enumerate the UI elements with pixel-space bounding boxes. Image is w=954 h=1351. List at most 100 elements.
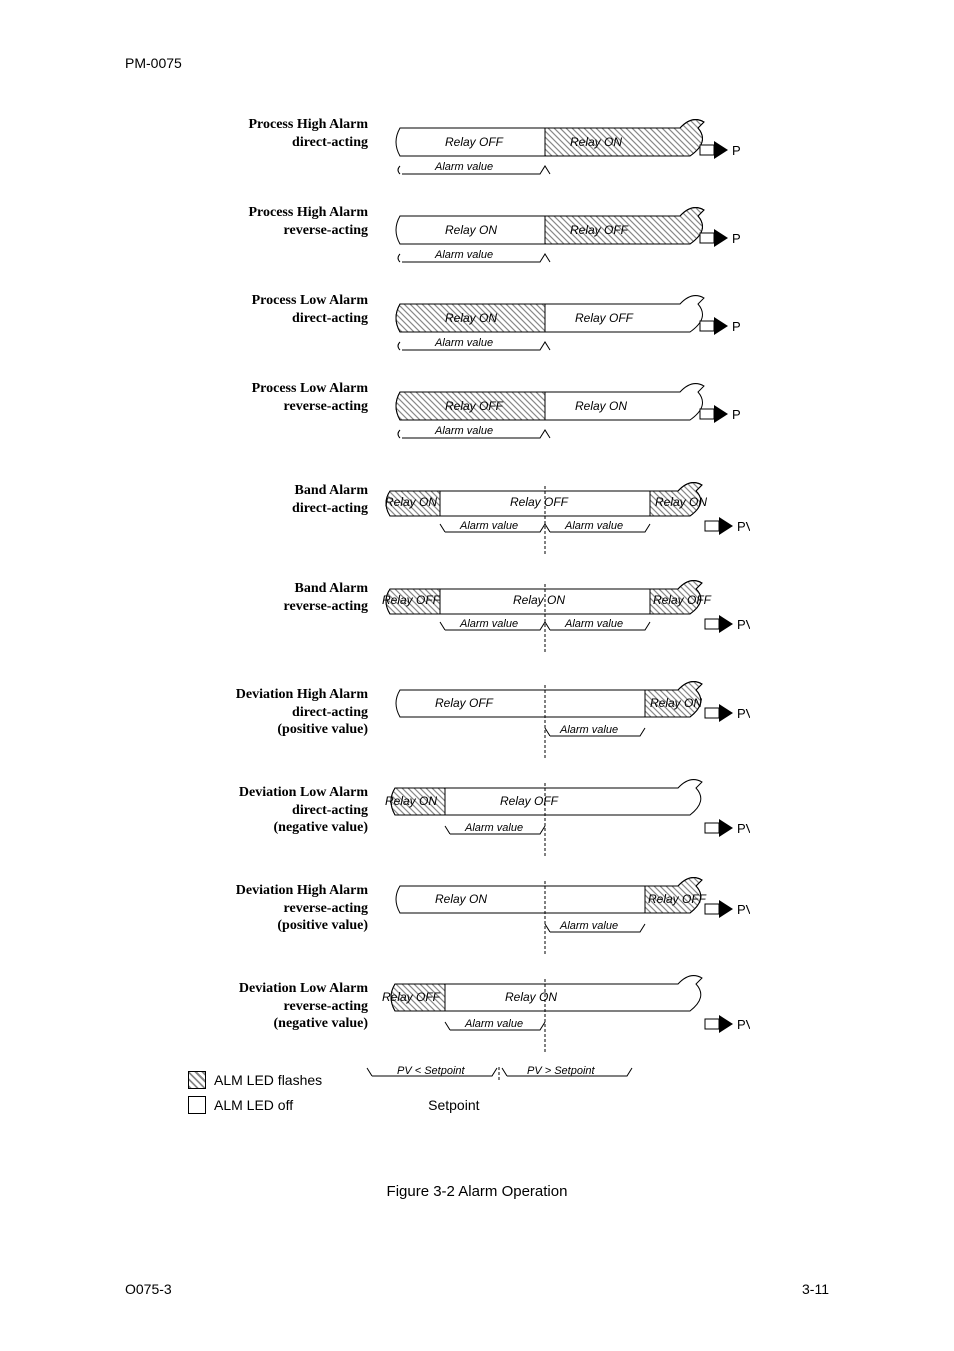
row-title-1: Deviation Low Alarm xyxy=(239,785,368,800)
legend-off: ALM LED off Setpoint xyxy=(180,1096,750,1114)
alarm-value-label: Alarm value xyxy=(434,161,493,173)
legend-off-text: ALM LED off xyxy=(214,1097,293,1113)
row-title-1: Deviation High Alarm xyxy=(236,883,368,898)
row-title-1: Process High Alarm xyxy=(248,205,368,220)
pv-label: PV xyxy=(737,902,750,917)
row-band-reverse: Band Alarm reverse-acting Relay OFF Rela… xyxy=(180,574,750,654)
row-dev-low-direct: Deviation Low Alarm direct-acting (negat… xyxy=(180,778,750,858)
row-title-2: direct-acting xyxy=(292,135,368,150)
relay-on-label: Relay ON xyxy=(575,399,627,413)
row-title-3: (positive value) xyxy=(277,722,368,737)
relay-off-label: Relay OFF xyxy=(570,223,629,237)
relay-off-label: Relay OFF xyxy=(382,990,441,1004)
legend-hatched-box xyxy=(188,1071,206,1089)
pv-label: PV xyxy=(737,1017,750,1032)
alarm-value-label: Alarm value xyxy=(459,618,518,630)
footer-left: O075-3 xyxy=(125,1281,172,1297)
row-process-low-direct: Process Low Alarm direct-acting Relay ON… xyxy=(180,286,750,356)
alarm-value-label: Alarm value xyxy=(464,1018,523,1030)
relay-on-label: Relay ON xyxy=(385,794,437,808)
legend-flashes-text: ALM LED flashes xyxy=(214,1072,322,1088)
row-title-1: Band Alarm xyxy=(294,483,368,498)
row-band-direct: Band Alarm direct-acting Relay ON Relay … xyxy=(180,476,750,556)
row-title-2: reverse-acting xyxy=(284,599,368,614)
relay-on-label: Relay ON xyxy=(505,990,557,1004)
pv-label: PV xyxy=(737,821,750,836)
pv-lt-sp: PV < Setpoint xyxy=(397,1066,466,1077)
row-title-2: direct-acting xyxy=(292,501,368,516)
pv-label: PV xyxy=(732,231,740,246)
row-title-1: Process Low Alarm xyxy=(252,293,368,308)
legend-plain-box xyxy=(188,1096,206,1114)
row-title-2: reverse-acting xyxy=(284,901,368,916)
alarm-value-label: Alarm value xyxy=(459,520,518,532)
relay-off-label: Relay OFF xyxy=(445,135,504,149)
relay-off-label: Relay OFF xyxy=(445,399,504,413)
diagram-svg: Relay ON Relay OFF Alarm value PV xyxy=(380,198,740,268)
row-title-2: direct-acting xyxy=(292,803,368,818)
alarm-value-label: Alarm value xyxy=(434,425,493,437)
row-process-high-reverse: Process High Alarm reverse-acting Relay … xyxy=(180,198,750,268)
alarm-value-label: Alarm value xyxy=(564,618,623,630)
pv-label: PV xyxy=(732,407,740,422)
row-title-2: direct-acting xyxy=(292,311,368,326)
relay-off-label: Relay OFF xyxy=(510,495,569,509)
row-title-2: reverse-acting xyxy=(284,223,368,238)
row-title-1: Process High Alarm xyxy=(248,117,368,132)
row-process-low-reverse: Process Low Alarm reverse-acting Relay O… xyxy=(180,374,750,444)
diagram-svg: Relay ON Relay OFF Alarm value PV xyxy=(380,778,750,858)
setpoint-label: Setpoint xyxy=(428,1097,479,1113)
row-title-2: direct-acting xyxy=(292,705,368,720)
alarm-value-label: Alarm value xyxy=(434,249,493,261)
relay-on-label: Relay ON xyxy=(513,593,565,607)
pv-label: PV xyxy=(737,706,750,721)
row-dev-low-reverse: Deviation Low Alarm reverse-acting (nega… xyxy=(180,974,750,1054)
row-title-2: reverse-acting xyxy=(284,999,368,1014)
diagram-svg: Relay ON Relay OFF Alarm value PV xyxy=(380,876,750,956)
diagram-svg: Relay OFF Relay ON Alarm value PV xyxy=(380,974,750,1054)
pv-gt-sp: PV > Setpoint xyxy=(527,1066,596,1077)
relay-on-label: Relay ON xyxy=(570,135,622,149)
relay-on-label: Relay ON xyxy=(655,495,707,509)
relay-on-label: Relay ON xyxy=(445,311,497,325)
row-title-1: Process Low Alarm xyxy=(252,381,368,396)
diagram-svg: Relay OFF Relay ON Alarm value PV xyxy=(380,374,740,444)
relay-off-label: Relay OFF xyxy=(575,311,634,325)
row-process-high-direct: Process High Alarm direct-acting Relay O… xyxy=(180,110,750,180)
diagram-svg: Relay OFF Relay ON Alarm value PV xyxy=(380,110,740,180)
row-dev-high-direct: Deviation High Alarm direct-acting (posi… xyxy=(180,680,750,760)
diagram: Process High Alarm direct-acting Relay O… xyxy=(180,110,750,1114)
row-dev-high-reverse: Deviation High Alarm reverse-acting (pos… xyxy=(180,876,750,956)
diagram-svg: Relay ON Relay OFF Relay ON Alarm value … xyxy=(380,476,750,556)
pv-label: PV xyxy=(732,319,740,334)
relay-off-label: Relay OFF xyxy=(500,794,559,808)
diagram-svg: Relay OFF Relay ON Alarm value PV xyxy=(380,680,750,760)
relay-on-label: Relay ON xyxy=(385,495,437,509)
relay-on-label: Relay ON xyxy=(650,696,702,710)
row-title-2: reverse-acting xyxy=(284,399,368,414)
relay-on-label: Relay ON xyxy=(445,223,497,237)
doc-header: PM-0075 xyxy=(125,55,182,71)
pv-label: PV xyxy=(732,143,740,158)
row-title-1: Deviation High Alarm xyxy=(236,687,368,702)
row-title-3: (negative value) xyxy=(274,1016,368,1031)
relay-off-label: Relay OFF xyxy=(382,593,441,607)
alarm-value-label: Alarm value xyxy=(559,724,618,736)
relay-off-label: Relay OFF xyxy=(653,593,712,607)
relay-on-label: Relay ON xyxy=(435,892,487,906)
alarm-value-label: Alarm value xyxy=(564,520,623,532)
pv-label: PV xyxy=(737,519,750,534)
footer-right: 3-11 xyxy=(802,1281,829,1297)
pv-label: PV xyxy=(737,617,750,632)
row-title-1: Band Alarm xyxy=(294,581,368,596)
row-title-3: (negative value) xyxy=(274,820,368,835)
diagram-svg: Relay ON Relay OFF Alarm value PV xyxy=(380,286,740,356)
row-title-3: (positive value) xyxy=(277,918,368,933)
legend-flashes: ALM LED flashes PV < Setpoint PV > Setpo… xyxy=(180,1066,750,1094)
figure-caption: Figure 3-2 Alarm Operation xyxy=(0,1183,954,1200)
row-title-1: Deviation Low Alarm xyxy=(239,981,368,996)
alarm-value-label: Alarm value xyxy=(434,337,493,349)
alarm-value-label: Alarm value xyxy=(464,822,523,834)
setpoint-svg: PV < Setpoint PV > Setpoint xyxy=(342,1066,672,1094)
alarm-value-label: Alarm value xyxy=(559,920,618,932)
